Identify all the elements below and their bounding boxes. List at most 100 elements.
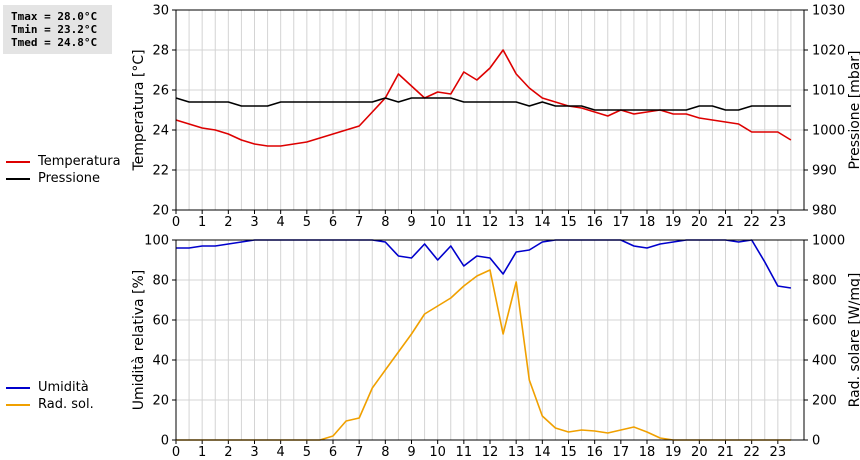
y-tick-label-left: 60 — [152, 314, 169, 329]
x-tick-label: 1 — [198, 445, 206, 460]
y-tick-label-right: 600 — [812, 314, 837, 329]
series-line-pressione — [175, 97, 791, 111]
legend-top: Temperatura Pressione — [6, 153, 121, 187]
x-tick-label: 18 — [639, 215, 656, 230]
x-tick-label: 3 — [250, 445, 258, 460]
x-tick-label: 15 — [560, 445, 577, 460]
legend-swatch-umidita — [6, 386, 30, 389]
x-tick-label: 4 — [277, 445, 285, 460]
series-line-umidit- — [176, 239, 792, 289]
y-tick-label-left: 20 — [152, 394, 169, 409]
x-tick-label: 21 — [717, 215, 734, 230]
y-axis-label-left: Umidità relativa [%] — [131, 270, 147, 411]
x-tick-label: 11 — [456, 445, 473, 460]
y-tick-label-left: 24 — [152, 124, 169, 139]
legend-item-radsol: Rad. sol. — [6, 396, 94, 413]
x-tick-label: 6 — [329, 445, 337, 460]
x-tick-label: 12 — [482, 445, 499, 460]
y-tick-label-left: 100 — [144, 234, 169, 249]
stat-tmin: Tmin = 23.2°C — [11, 23, 98, 36]
y-tick-label-right: 990 — [812, 164, 837, 179]
x-tick-label: 20 — [691, 445, 708, 460]
y-tick-label-left: 30 — [152, 4, 169, 19]
series-line-temperatura — [175, 49, 792, 147]
x-tick-label: 21 — [717, 445, 734, 460]
x-tick-label: 3 — [250, 215, 258, 230]
y-axis-label-left: Temperatura [°C] — [131, 49, 147, 171]
y-tick-label-left: 20 — [152, 204, 169, 219]
x-tick-label: 14 — [534, 445, 551, 460]
y-tick-label-right: 400 — [812, 354, 837, 369]
x-tick-label: 20 — [691, 215, 708, 230]
x-tick-label: 9 — [407, 445, 415, 460]
x-tick-label: 7 — [355, 445, 363, 460]
legend-item-pressione: Pressione — [6, 170, 121, 187]
plot-frame — [175, 239, 805, 441]
y-tick-label-left: 40 — [152, 354, 169, 369]
stat-tmax: Tmax = 28.0°C — [11, 10, 98, 23]
x-tick-label: 5 — [303, 215, 311, 230]
legend-item-temperatura: Temperatura — [6, 153, 121, 170]
x-tick-label: 12 — [482, 215, 499, 230]
legend-label-umidita: Umidità — [38, 380, 89, 395]
x-tick-label: 11 — [456, 215, 473, 230]
stat-tmed: Tmed = 24.8°C — [11, 36, 98, 49]
y-tick-label-right: 1030 — [812, 4, 845, 19]
x-tick-label: 19 — [665, 215, 682, 230]
x-tick-label: 14 — [534, 215, 551, 230]
stats-box: Tmax = 28.0°C Tmin = 23.2°C Tmed = 24.8°… — [3, 5, 112, 54]
y-axis-label-right: Rad. solare [W/mq] — [847, 273, 860, 408]
y-tick-label-right: 980 — [812, 204, 837, 219]
x-tick-label: 17 — [613, 445, 630, 460]
x-tick-label: 7 — [355, 215, 363, 230]
x-tick-label: 0 — [172, 445, 180, 460]
legend-swatch-radsol — [6, 403, 30, 406]
x-tick-label: 13 — [508, 215, 525, 230]
y-tick-label-right: 1000 — [812, 234, 845, 249]
y-tick-label-left: 28 — [152, 44, 169, 59]
legend-swatch-pressione — [6, 177, 30, 180]
y-tick-label-left: 26 — [152, 84, 169, 99]
y-tick-label-right: 1010 — [812, 84, 845, 99]
legend-bottom: Umidità Rad. sol. — [6, 379, 94, 413]
y-tick-label-right: 1000 — [812, 124, 845, 139]
legend-swatch-temperatura — [6, 160, 30, 163]
y-tick-label-right: 0 — [812, 434, 820, 449]
y-tick-label-left: 0 — [161, 434, 169, 449]
y-tick-label-right: 200 — [812, 394, 837, 409]
y-tick-label-right: 1020 — [812, 44, 845, 59]
x-tick-label: 8 — [381, 215, 389, 230]
x-tick-label: 2 — [224, 445, 232, 460]
x-tick-label: 19 — [665, 445, 682, 460]
x-tick-label: 5 — [303, 445, 311, 460]
x-tick-label: 22 — [743, 215, 760, 230]
x-tick-label: 6 — [329, 215, 337, 230]
x-tick-label: 10 — [429, 215, 446, 230]
y-axis-label-right: Pressione [mbar] — [847, 50, 860, 169]
x-tick-label: 23 — [770, 215, 787, 230]
x-tick-label: 1 — [198, 215, 206, 230]
x-tick-label: 0 — [172, 215, 180, 230]
x-tick-label: 9 — [407, 215, 415, 230]
legend-item-umidita: Umidità — [6, 379, 94, 396]
legend-label-pressione: Pressione — [38, 171, 101, 186]
x-tick-label: 4 — [277, 215, 285, 230]
x-tick-label: 10 — [429, 445, 446, 460]
series-line-rad-sol- — [176, 269, 791, 441]
legend-label-radsol: Rad. sol. — [38, 397, 94, 412]
x-tick-label: 22 — [743, 445, 760, 460]
y-tick-label-left: 80 — [152, 274, 169, 289]
x-tick-label: 16 — [586, 445, 603, 460]
x-tick-label: 2 — [224, 215, 232, 230]
x-tick-label: 18 — [639, 445, 656, 460]
x-tick-label: 8 — [381, 445, 389, 460]
y-tick-label-left: 22 — [152, 164, 169, 179]
plot-frame — [175, 9, 805, 211]
x-tick-label: 15 — [560, 215, 577, 230]
x-tick-label: 23 — [770, 445, 787, 460]
x-tick-label: 13 — [508, 445, 525, 460]
x-tick-label: 17 — [613, 215, 630, 230]
